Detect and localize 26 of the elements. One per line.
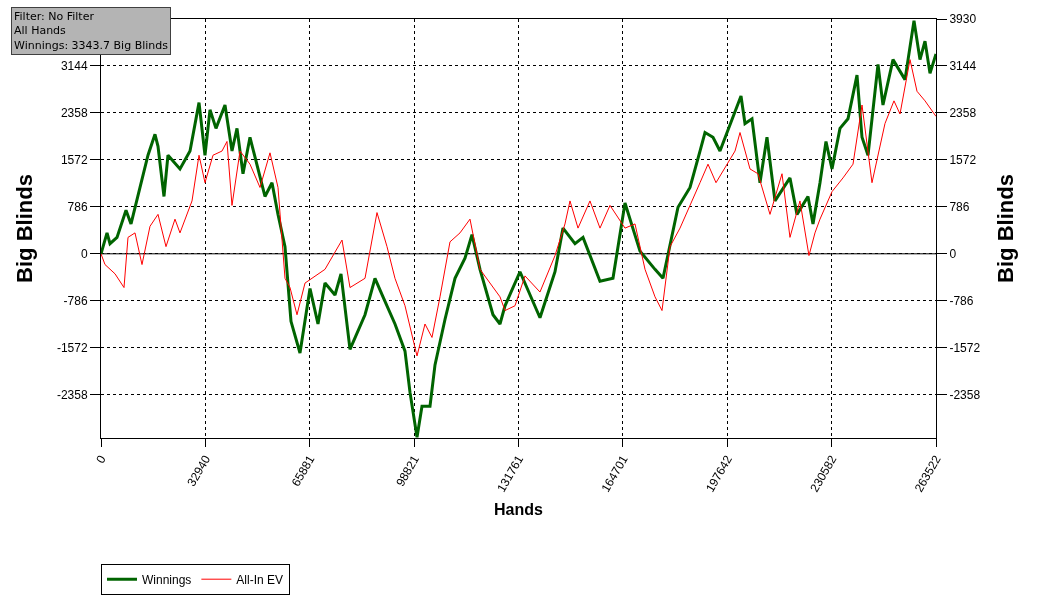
x-tick-label: 0 — [93, 452, 109, 466]
y2-axis-title: Big Blinds — [993, 174, 1019, 283]
y-tick-label: 2358 — [60, 106, 88, 121]
y-tick-label: 1572 — [60, 153, 88, 168]
y2-tick-label: -2358 — [949, 387, 981, 402]
y2-tick-label: -1572 — [949, 340, 981, 355]
y-tick-label: -2358 — [56, 387, 88, 402]
y2-tick-label: 3144 — [949, 59, 977, 74]
y2-tick-label: 786 — [949, 200, 970, 215]
y-tick-label: 786 — [67, 200, 88, 215]
x-axis-title: Hands — [494, 501, 544, 519]
y2-tick-label: 0 — [949, 247, 957, 261]
y-tick-label: 0 — [80, 247, 88, 261]
text: Filter: No Filter — [14, 10, 95, 23]
y-tick-label: -1572 — [56, 340, 88, 355]
text: All Hands — [14, 24, 67, 38]
legend-label: All-In EV — [236, 572, 284, 587]
y2-tick-label: -786 — [949, 293, 974, 308]
y2-tick-label: 1572 — [949, 153, 977, 168]
annotation: Winnings: 3343.7 Big Blinds — [14, 38, 169, 52]
y-tick-label: -786 — [63, 293, 88, 308]
legend-label: Winnings — [142, 572, 192, 587]
y-tick-label: 3144 — [60, 59, 88, 74]
y-axis-title: Big Blinds — [11, 174, 37, 283]
y2-tick-label: 2358 — [949, 106, 977, 121]
y2-tick-label: 3930 — [949, 12, 977, 27]
